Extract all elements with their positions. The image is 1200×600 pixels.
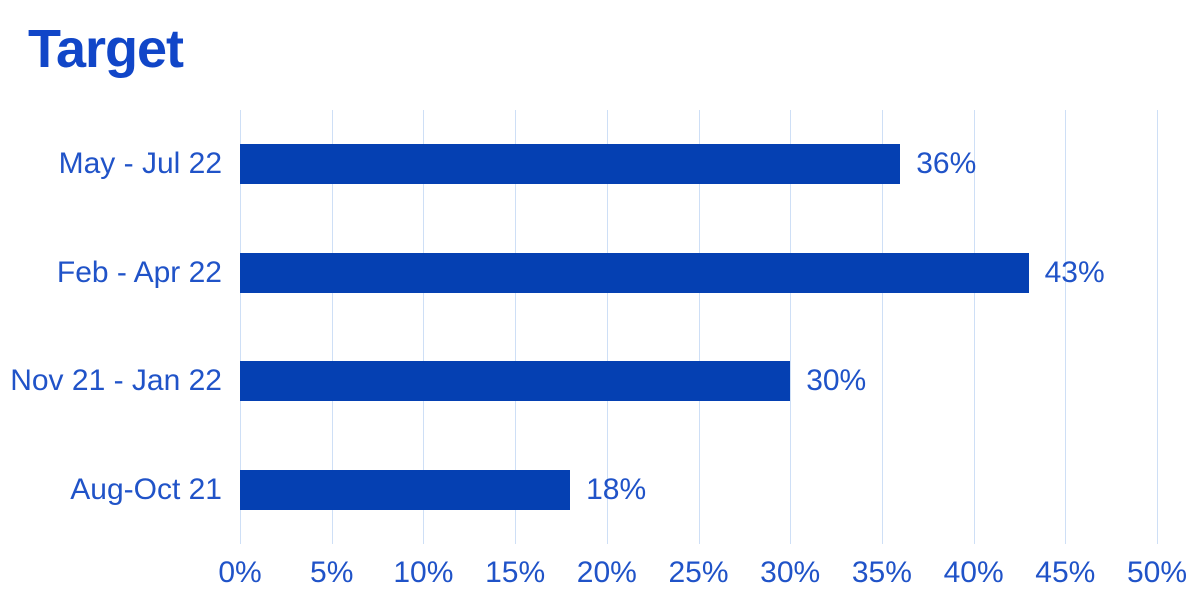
x-tick-label: 5% — [310, 556, 354, 589]
category-label: Nov 21 - Jan 22 — [10, 364, 222, 398]
category-label: Feb - Apr 22 — [56, 255, 222, 289]
gridline — [606, 110, 608, 544]
x-tick-label: 20% — [576, 556, 637, 589]
x-tick-label: 25% — [668, 556, 729, 589]
gridline — [515, 110, 517, 544]
category-label: Aug-Oct 21 — [70, 472, 222, 506]
gridline — [698, 110, 700, 544]
x-tick-label: 10% — [393, 556, 454, 589]
x-tick-label: 45% — [1035, 556, 1096, 589]
gridline — [1157, 110, 1158, 544]
gridline — [790, 110, 792, 544]
bar-value-label: 18% — [586, 472, 647, 506]
x-axis: 0% 5% 10% 15% 20% 25% 30% 35% 40% 45% 50% — [218, 556, 1187, 596]
bar[interactable] — [240, 144, 901, 185]
bar[interactable] — [240, 361, 791, 402]
x-tick-label: 50% — [1126, 556, 1188, 589]
gridline — [1065, 110, 1067, 544]
gridline — [973, 110, 975, 544]
bar-row: 36% — [240, 110, 1157, 219]
chart-title: Target — [28, 19, 184, 79]
bar[interactable] — [240, 252, 1029, 293]
plot-area: 36% 43% 30% 18% — [240, 110, 1158, 544]
x-tick-label: 15% — [485, 556, 546, 589]
x-tick-label: 0% — [218, 556, 262, 589]
gridline — [881, 110, 883, 544]
gridline — [240, 110, 241, 544]
x-tick-label: 30% — [760, 556, 821, 589]
bar[interactable] — [240, 469, 571, 510]
bar-row: 43% — [240, 219, 1157, 328]
bar-value-label: 43% — [1044, 255, 1105, 289]
bar-rows: 36% 43% 30% 18% — [240, 110, 1157, 544]
gridline — [331, 110, 333, 544]
bar-value-label: 36% — [916, 147, 977, 181]
bar-value-label: 30% — [806, 364, 867, 398]
bar-row: 30% — [240, 327, 1157, 436]
bar-row: 18% — [240, 436, 1157, 545]
x-tick-label: 35% — [851, 556, 912, 589]
x-tick-label: 40% — [943, 556, 1004, 589]
category-axis: May - Jul 22 Feb - Apr 22 Nov 21 - Jan 22 A… — [0, 110, 222, 544]
category-label: May - Jul 22 — [58, 147, 222, 181]
gridline — [423, 110, 425, 544]
